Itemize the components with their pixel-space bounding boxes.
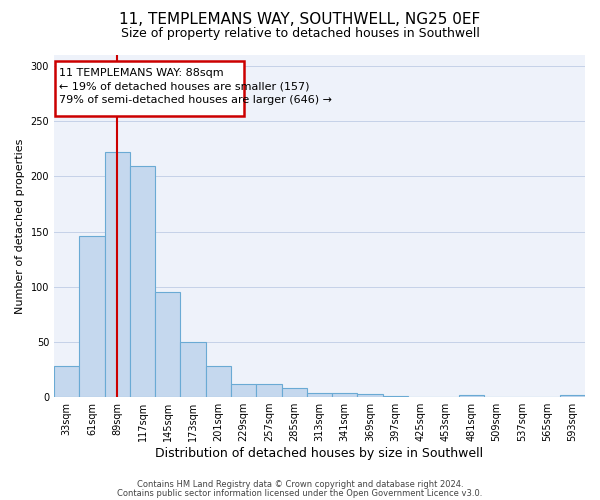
Bar [332,392,358,397]
Bar [130,166,155,397]
Text: 11 TEMPLEMANS WAY: 88sqm: 11 TEMPLEMANS WAY: 88sqm [59,68,223,78]
Text: ← 19% of detached houses are smaller (157): ← 19% of detached houses are smaller (15… [59,82,309,92]
Bar [560,395,585,397]
Text: Contains public sector information licensed under the Open Government Licence v3: Contains public sector information licen… [118,488,482,498]
Bar [307,392,332,397]
Bar [281,388,307,397]
Bar [358,394,383,397]
Text: Contains HM Land Registry data © Crown copyright and database right 2024.: Contains HM Land Registry data © Crown c… [137,480,463,489]
Y-axis label: Number of detached properties: Number of detached properties [15,138,25,314]
X-axis label: Distribution of detached houses by size in Southwell: Distribution of detached houses by size … [155,447,484,460]
Bar [155,292,181,397]
Bar [104,152,130,397]
Bar [383,396,408,397]
Bar [181,342,206,397]
Bar [256,384,281,397]
FancyBboxPatch shape [55,60,244,116]
Bar [458,395,484,397]
Bar [79,236,104,397]
Bar [206,366,231,397]
Text: Size of property relative to detached houses in Southwell: Size of property relative to detached ho… [121,28,479,40]
Text: 79% of semi-detached houses are larger (646) →: 79% of semi-detached houses are larger (… [59,94,332,104]
Bar [231,384,256,397]
Bar [54,366,79,397]
Text: 11, TEMPLEMANS WAY, SOUTHWELL, NG25 0EF: 11, TEMPLEMANS WAY, SOUTHWELL, NG25 0EF [119,12,481,28]
